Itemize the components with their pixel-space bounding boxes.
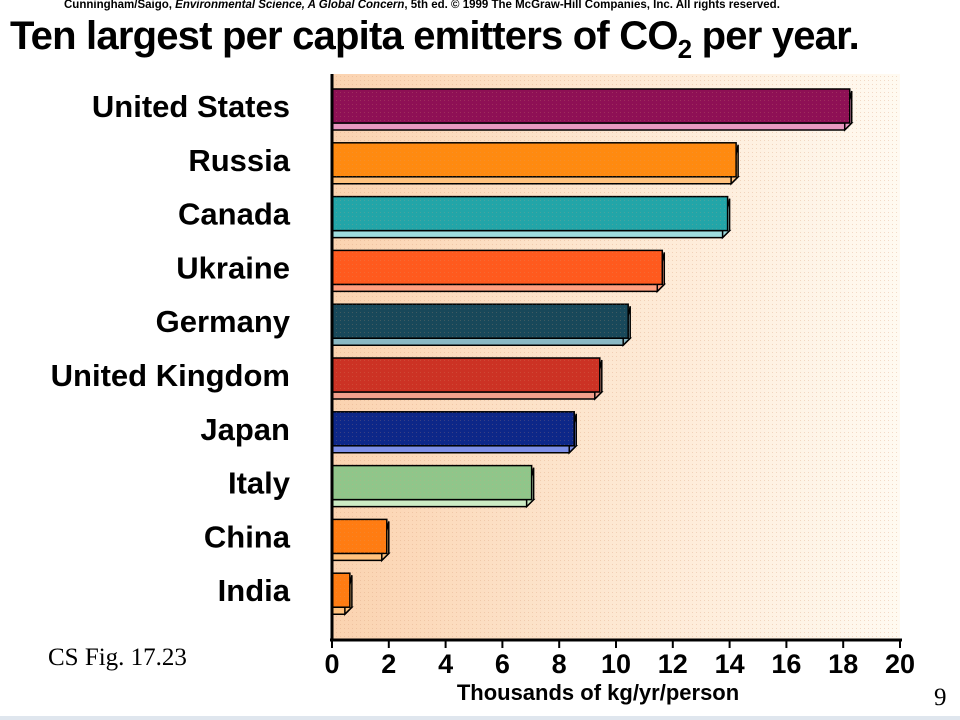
bar-texture <box>332 304 629 339</box>
bar-russia <box>331 142 740 186</box>
bar-texture <box>332 142 737 177</box>
bar-texture <box>332 411 575 446</box>
x-tick-label: 16 <box>771 649 801 679</box>
category-label: Germany <box>156 304 291 339</box>
bar-canada <box>331 195 732 240</box>
category-label: Japan <box>200 412 290 447</box>
x-tick-label: 10 <box>601 649 631 679</box>
category-label: India <box>218 573 291 608</box>
title-main: Ten largest per capita emitters of CO <box>10 14 678 58</box>
x-tick-label: 4 <box>438 649 453 679</box>
bottom-rule <box>0 716 960 720</box>
x-tick-label: 20 <box>885 649 915 679</box>
bar-united-states <box>331 88 854 132</box>
x-axis-label: Thousands of kg/yr/person <box>457 680 739 705</box>
bar-germany <box>331 303 633 348</box>
category-label: Russia <box>188 143 290 178</box>
bar-bottom-face <box>331 391 604 400</box>
x-tick-labels: 0 2 4 6 8 10 12 14 16 18 20 <box>324 649 915 679</box>
credit-book-title: Environmental Science, A Global Concern <box>175 0 405 11</box>
bar-bottom-face <box>331 122 854 131</box>
bar-japan <box>331 411 579 455</box>
x-tick-label: 14 <box>715 649 745 679</box>
x-tick-label: 0 <box>324 649 339 679</box>
x-tick-label: 6 <box>495 649 510 679</box>
bar-texture <box>332 89 850 123</box>
category-label: China <box>204 519 291 554</box>
credit-author: Cunningham/Saigo, <box>64 0 176 11</box>
bar-texture <box>332 358 600 392</box>
chart-title: Ten largest per capita emitters of CO2 p… <box>10 14 955 64</box>
x-tick-label: 12 <box>658 649 688 679</box>
bar-texture <box>332 519 387 554</box>
bar-bottom-face <box>331 283 667 293</box>
category-label: United Kingdom <box>51 358 290 393</box>
bar-texture <box>332 573 350 608</box>
title-tail: per year. <box>691 14 860 58</box>
bar-bottom-face <box>331 498 536 508</box>
page-number: 9 <box>934 684 947 711</box>
bar-texture <box>332 250 663 285</box>
category-label: Canada <box>178 197 291 232</box>
bar-texture <box>332 196 728 231</box>
credit-rights: , 5th ed. © 1999 The McGraw-Hill Compani… <box>404 0 780 11</box>
bar-ukraine <box>331 249 667 294</box>
category-label: Ukraine <box>176 250 290 285</box>
x-tick-label: 18 <box>828 649 858 679</box>
axes-group <box>330 74 902 648</box>
x-tick-label: 8 <box>552 649 567 679</box>
bar-bottom-face <box>331 176 740 185</box>
bar-italy <box>331 464 536 509</box>
bar-bottom-face <box>331 552 391 562</box>
x-tick-label: 2 <box>381 649 396 679</box>
bar-china <box>331 518 391 563</box>
category-label: United States <box>92 89 290 124</box>
category-label: Italy <box>228 466 291 501</box>
bar-bottom-face <box>331 229 732 239</box>
category-labels: United States Russia Canada Ukraine Germany U… <box>51 89 291 608</box>
bar-india <box>331 572 354 617</box>
bar-bottom-face <box>331 445 579 454</box>
source-credit: Cunningham/Saigo, Environmental Science,… <box>64 0 944 11</box>
title-subscript: 2 <box>677 34 692 64</box>
bar-united-kingdom <box>331 357 604 401</box>
figure-reference: CS Fig. 17.23 <box>48 644 187 671</box>
bar-texture <box>332 465 532 500</box>
bar-bottom-face <box>331 337 633 346</box>
